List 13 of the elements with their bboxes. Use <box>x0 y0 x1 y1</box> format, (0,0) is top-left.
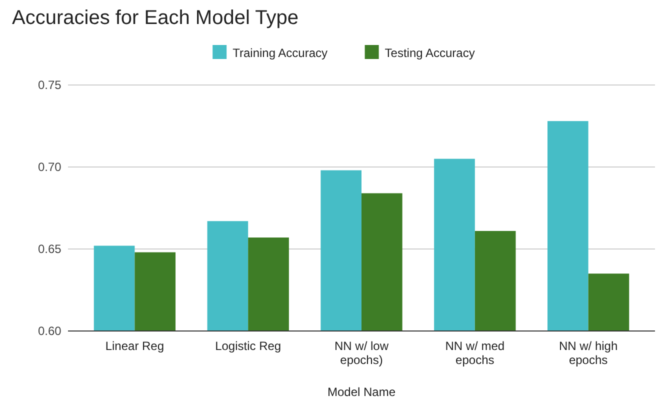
legend-label: Training Accuracy <box>232 46 328 60</box>
y-tick-label: 0.75 <box>38 78 62 92</box>
y-tick-label: 0.60 <box>38 324 62 338</box>
chart-title: Accuracies for Each Model Type <box>12 7 298 29</box>
x-tick-label: NN w/ low epochs) <box>334 339 389 367</box>
legend-label: Testing Accuracy <box>384 46 475 60</box>
y-tick-label: 0.65 <box>38 242 62 256</box>
x-tick-label: Linear Reg <box>105 339 164 353</box>
y-tick-label: 0.70 <box>38 160 62 174</box>
x-axis-title: Model Name <box>327 385 396 399</box>
x-tick-label: NN w/ high epochs <box>558 339 618 367</box>
x-tick-label: NN w/ med epochs <box>445 339 505 367</box>
x-tick-label: Logistic Reg <box>215 339 282 353</box>
